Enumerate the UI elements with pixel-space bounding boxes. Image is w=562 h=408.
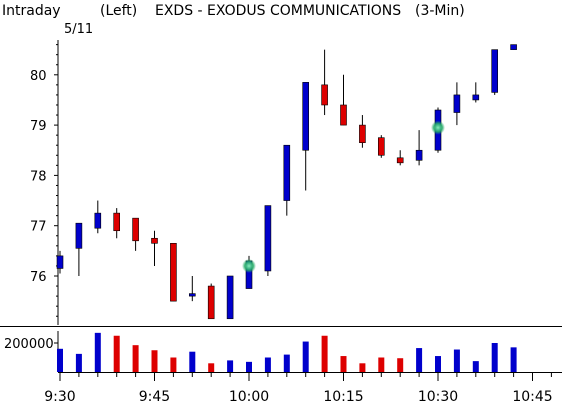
volume-bar bbox=[416, 348, 423, 372]
volume-bar bbox=[132, 345, 139, 372]
x-tick-label: 10:15 bbox=[323, 389, 363, 405]
candle-body bbox=[264, 205, 272, 272]
x-tick-label: 9:45 bbox=[139, 389, 170, 405]
y-axis: 76 77 78 79 80 bbox=[30, 44, 58, 317]
candle-body bbox=[491, 49, 499, 93]
x-tick-label: 10:45 bbox=[512, 389, 552, 405]
signal-marker bbox=[242, 258, 256, 273]
y-tick-label: 79 bbox=[30, 119, 47, 134]
y-tick-label: 78 bbox=[30, 169, 47, 184]
candle-body bbox=[396, 157, 404, 164]
volume-bar bbox=[321, 335, 328, 372]
volume-bar bbox=[57, 348, 63, 372]
candle-body bbox=[75, 222, 83, 249]
markers bbox=[242, 120, 445, 273]
axis-side-label: (Left) bbox=[100, 3, 137, 19]
volume-bar bbox=[378, 357, 385, 372]
chart-title: EXDS - EXODUS COMMUNICATIONS bbox=[155, 3, 401, 19]
volume-bar bbox=[151, 350, 158, 372]
candle-body bbox=[321, 84, 328, 106]
candle-body bbox=[340, 104, 347, 126]
y-tick-label: 80 bbox=[30, 69, 47, 84]
y-tick-label: 77 bbox=[30, 220, 47, 235]
candle-body bbox=[189, 293, 196, 297]
candle-body bbox=[151, 237, 158, 244]
volume-bar bbox=[397, 358, 404, 372]
candle-body bbox=[302, 82, 310, 151]
volume-bar bbox=[170, 357, 177, 372]
volume-bar bbox=[264, 357, 271, 372]
volume-bar bbox=[189, 351, 196, 372]
volume-bar bbox=[340, 356, 347, 372]
candle-body bbox=[359, 124, 366, 144]
x-tick-label: 10:00 bbox=[229, 389, 269, 405]
volume-bar bbox=[302, 341, 309, 372]
volume-bar bbox=[94, 332, 101, 372]
candle-body bbox=[226, 275, 234, 320]
interval-label: (3-Min) bbox=[415, 3, 465, 19]
candle-body bbox=[472, 94, 480, 101]
candle-body bbox=[453, 94, 461, 113]
y-tick-label: 76 bbox=[30, 270, 47, 285]
candle-body bbox=[377, 137, 385, 156]
volume-bar bbox=[208, 363, 215, 372]
candle-body bbox=[207, 285, 215, 320]
volume-tick-label: 200000 bbox=[4, 337, 54, 352]
period-label: Intraday bbox=[2, 3, 61, 19]
candle-body bbox=[94, 212, 102, 229]
x-tick-label: 10:30 bbox=[418, 389, 458, 405]
volume-bar bbox=[113, 335, 120, 372]
volume-bar bbox=[491, 343, 498, 372]
x-tick-label: 9:30 bbox=[44, 389, 75, 405]
volume-bar bbox=[75, 353, 82, 372]
volume-bar bbox=[227, 360, 234, 372]
volume-bars bbox=[57, 332, 517, 372]
volume-bar bbox=[472, 361, 479, 372]
candles bbox=[56, 44, 517, 320]
volume-bar bbox=[453, 349, 460, 372]
candle-body bbox=[415, 149, 423, 161]
volume-bar bbox=[283, 354, 290, 372]
volume-bar bbox=[359, 363, 366, 372]
candle-body bbox=[132, 217, 139, 242]
volume-bar bbox=[246, 361, 252, 372]
candle-body bbox=[283, 144, 291, 201]
candle-body bbox=[56, 255, 64, 269]
signal-marker bbox=[431, 120, 445, 135]
candle-body bbox=[510, 44, 517, 50]
volume-bar bbox=[510, 347, 517, 372]
candle-body bbox=[170, 243, 177, 302]
x-axis: 9:30 9:45 10:00 10:15 10:30 10:45 bbox=[44, 373, 553, 405]
candle-body bbox=[113, 212, 120, 232]
volume-bar bbox=[435, 356, 441, 372]
date-label: 5/11 bbox=[64, 22, 93, 37]
